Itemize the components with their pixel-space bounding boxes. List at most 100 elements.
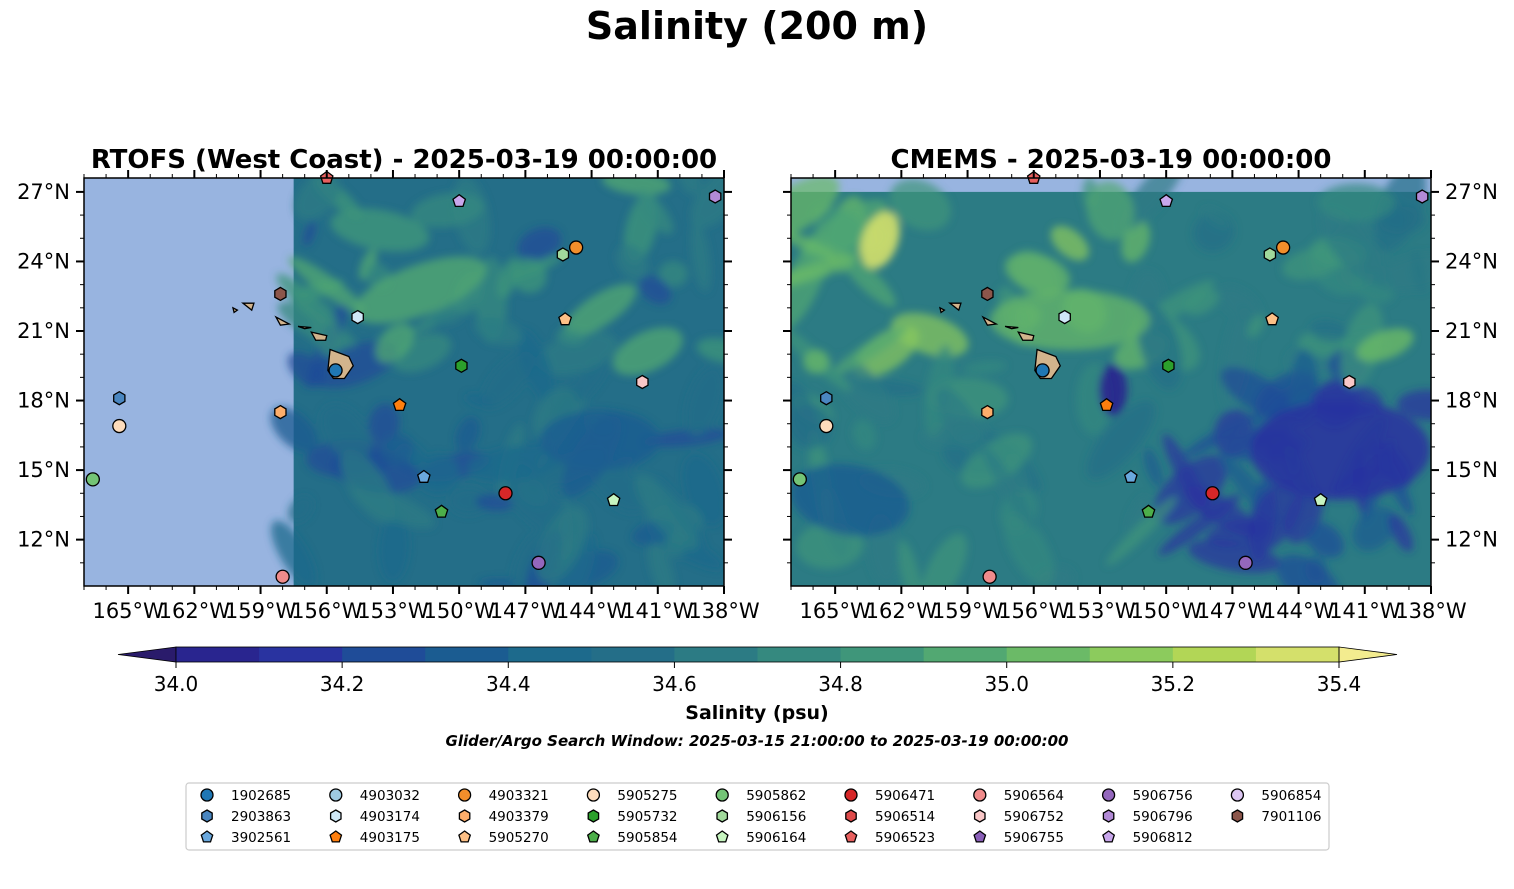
lat-tick-label: 18°N: [1445, 389, 1498, 413]
marker-5905862: [85, 472, 100, 487]
colorbar-bin: [757, 647, 842, 662]
legend-marker-4903321: [457, 788, 472, 802]
island-5: [939, 306, 946, 314]
marker-5906564: [982, 569, 997, 584]
legend-label: 2903863: [231, 809, 291, 825]
lon-tick-label: 162°W: [866, 599, 938, 623]
marker-5905270: [558, 312, 573, 326]
lat-tick-label: 12°N: [1445, 528, 1498, 552]
colorbar-bin: [508, 647, 592, 662]
lon-tick-label: 153°W: [357, 599, 429, 623]
rtofs-axis-ticks: 165°W162°W159°W156°W153°W150°W147°W144°W…: [17, 170, 760, 623]
legend-label: 7901106: [1261, 809, 1321, 825]
marker-5905732: [455, 358, 468, 374]
legend-marker-5906164: [715, 830, 729, 843]
colorbar-tick-label: 34.6: [652, 672, 697, 696]
colorbar-tick-label: 34.4: [486, 672, 531, 696]
island-4: [241, 302, 255, 312]
colorbar-bin: [259, 647, 343, 662]
legend-marker-5905854: [586, 830, 600, 843]
legend-label: 5906471: [875, 788, 935, 804]
marker-4903379: [274, 404, 287, 420]
marker-5906471: [498, 486, 513, 501]
lon-tick-label: 144°W: [1263, 599, 1335, 623]
legend-marker-5906796: [1102, 809, 1115, 823]
legend-label: 5906812: [1133, 830, 1193, 846]
colorbar-bin: [923, 647, 1008, 662]
lat-tick-label: 18°N: [17, 389, 70, 413]
colorbar-extend-max: [1338, 646, 1398, 663]
legend-label: 5906164: [746, 830, 806, 846]
lon-tick-label: 141°W: [622, 599, 694, 623]
rtofs-platform-markers: [85, 170, 722, 584]
lat-tick-label: 24°N: [1445, 249, 1498, 273]
marker-5906752: [1343, 374, 1356, 390]
legend-marker-3902561: [200, 830, 214, 843]
marker-5906812: [452, 193, 467, 208]
legend-label: 4903175: [360, 830, 420, 846]
legend-label: 5906755: [1004, 830, 1064, 846]
island-2: [297, 325, 312, 330]
cmems-salinity-field: [791, 178, 1431, 586]
legend-label: 5906564: [1004, 788, 1064, 804]
lon-tick-label: 138°W: [688, 599, 760, 623]
legend-label: 4903032: [360, 788, 420, 804]
marker-5906756: [1238, 555, 1253, 570]
colorbar-label: Salinity (psu): [685, 702, 828, 724]
marker-5906796: [1415, 189, 1429, 204]
rtofs-salinity-field: [270, 178, 724, 586]
lat-tick-label: 21°N: [17, 319, 70, 343]
colorbar-tick-label: 34.2: [320, 672, 365, 696]
legend-marker-5906514: [845, 809, 857, 823]
colorbar-bin: [1255, 647, 1340, 662]
marker-2903863: [820, 390, 833, 406]
island-5: [232, 306, 239, 314]
cmems-map-frame: [790, 177, 1432, 587]
legend-marker-5906156: [716, 809, 729, 823]
lat-tick-label: 24°N: [17, 249, 70, 273]
marker-4903321: [1275, 240, 1291, 255]
legend-marker-5905275: [586, 788, 601, 802]
marker-7901106: [274, 286, 287, 302]
legend-marker-5905270: [458, 830, 472, 843]
island-2: [1004, 325, 1019, 330]
legend-marker-5906523: [844, 830, 858, 843]
panel-cmems-title: CMEMS - 2025-03-19 00:00:00: [891, 145, 1332, 175]
marker-4903174: [1058, 309, 1071, 325]
legend-marker-5905732: [587, 809, 600, 823]
legend-marker-4903175: [329, 830, 343, 843]
rtofs-map-frame: [83, 177, 725, 587]
colorbar-extend-min: [117, 646, 177, 663]
marker-5906156: [1263, 247, 1277, 262]
legend-label: 5905270: [489, 830, 549, 846]
legend-marker-4903379: [458, 809, 471, 823]
marker-5906471: [1205, 486, 1220, 501]
marker-5905732: [1162, 358, 1175, 374]
colorbar-bin: [425, 647, 509, 662]
lat-tick-label: 15°N: [17, 458, 70, 482]
legend-marker-7901106: [1231, 809, 1244, 823]
search-window-text: Glider/Argo Search Window: 2025-03-15 21…: [446, 732, 1069, 750]
legend-label: 5906756: [1133, 788, 1193, 804]
legend-marker-5905862: [715, 788, 729, 802]
legend-label: 5906156: [746, 809, 806, 825]
marker-5906812: [1159, 193, 1174, 208]
colorbar-bin: [840, 647, 925, 662]
legend-label: 5905275: [617, 788, 677, 804]
marker-5905854: [1141, 504, 1156, 518]
lat-tick-label: 12°N: [17, 528, 70, 552]
lon-tick-label: 162°W: [159, 599, 231, 623]
legend-marker-4903174: [329, 809, 342, 823]
colorbar-tick-label: 35.0: [984, 672, 1029, 696]
marker-3902561: [416, 469, 431, 483]
legend-marker-5906471: [844, 788, 858, 802]
lat-tick-label: 27°N: [17, 180, 70, 204]
colorbar-bin: [1089, 647, 1174, 662]
figure-title: Salinity (200 m): [585, 4, 929, 48]
colorbar-bin: [674, 647, 758, 662]
lon-tick-label: 150°W: [1130, 599, 1202, 623]
marker-7901106: [981, 286, 994, 302]
marker-5906756: [531, 555, 546, 570]
colorbar-tick-label: 34.8: [818, 672, 863, 696]
marker-4903321: [568, 240, 584, 255]
